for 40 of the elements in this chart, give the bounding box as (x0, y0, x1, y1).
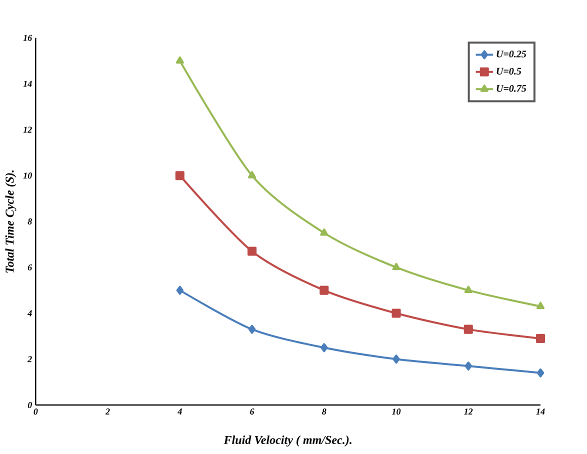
y-tick-label: 16 (23, 35, 32, 42)
point (248, 325, 256, 334)
point (536, 334, 546, 344)
point (392, 308, 401, 318)
y-tick-label: 2 (28, 356, 32, 362)
y-tick-label: 10 (23, 172, 32, 179)
point (248, 247, 257, 256)
y-tick-label: 8 (28, 218, 32, 225)
point (464, 286, 472, 294)
point (175, 171, 184, 180)
x-tick-label: 2 (105, 408, 110, 415)
point (464, 362, 472, 371)
y-tick-label: 12 (23, 126, 32, 133)
point (464, 325, 473, 334)
point (536, 302, 545, 310)
legend-label: U=0.25 (496, 50, 526, 58)
point (320, 343, 328, 352)
point (176, 56, 184, 64)
x-tick-label: 6 (250, 408, 254, 415)
y-axis-title: Total Time Cycle (S). (5, 170, 16, 273)
y-tick-label: 0 (28, 402, 32, 408)
point (392, 263, 400, 270)
x-tick-label: 10 (392, 408, 401, 415)
legend-label: U=0.5 (496, 68, 522, 75)
point (320, 228, 328, 236)
point (320, 286, 329, 296)
x-tick-label: 4 (178, 408, 182, 415)
y-tick-label: 6 (28, 264, 32, 271)
y-tick-label: 4 (27, 310, 32, 316)
point (176, 286, 184, 296)
point (536, 368, 544, 378)
x-axis-title: Fluid Velocity ( mm/Sec.). (224, 436, 352, 447)
x-tick-label: 8 (322, 408, 326, 415)
point (248, 171, 256, 179)
legend-label: U=0.75 (496, 85, 526, 92)
x-tick-label: 14 (536, 408, 545, 415)
y-tick-label: 14 (23, 81, 32, 88)
x-tick-label: 12 (464, 408, 473, 415)
x-tick-label: 0 (34, 408, 38, 415)
point (392, 354, 400, 364)
